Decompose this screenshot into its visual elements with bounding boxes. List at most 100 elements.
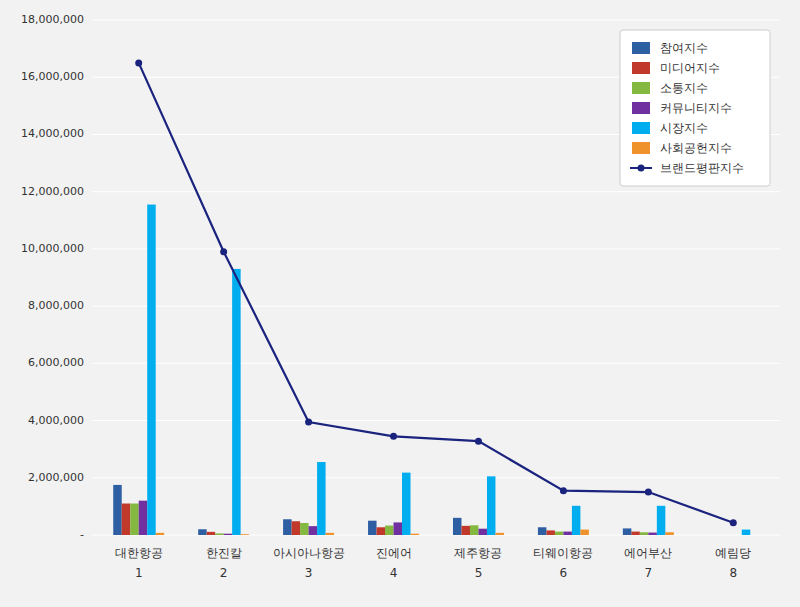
x-tick-label: 제주항공: [454, 546, 502, 560]
grid-line: [92, 363, 780, 364]
annotation: 8: [729, 566, 737, 580]
grid-line: [92, 248, 780, 249]
line-point: [220, 248, 227, 255]
bar: [538, 527, 546, 535]
x-axis: 대한항공한진칼아시아나항공진에어제주항공티웨이항공에어부산예림당12345678: [115, 546, 752, 580]
legend-swatch: [632, 122, 650, 134]
bar: [657, 506, 665, 535]
annotation: 3: [305, 566, 313, 580]
annotation: 1: [135, 566, 143, 580]
bar: [665, 532, 673, 535]
line-point: [730, 519, 737, 526]
grid-line: [92, 477, 780, 478]
x-tick-label: 진에어: [376, 546, 412, 560]
legend-label: 참여지수: [660, 41, 708, 55]
annotation: 4: [390, 566, 398, 580]
bar: [563, 532, 571, 535]
bar: [317, 462, 325, 535]
bar-series: [130, 504, 648, 535]
grid-line: [92, 306, 780, 307]
bar: [224, 534, 232, 535]
legend-swatch: [632, 62, 650, 74]
bar: [411, 534, 419, 535]
legend-label: 소통지수: [660, 81, 708, 95]
line-point: [305, 418, 312, 425]
line-point: [475, 438, 482, 445]
grid-line: [92, 535, 780, 536]
bar-series: [122, 504, 640, 535]
annotation: 6: [560, 566, 568, 580]
bar: [623, 528, 631, 535]
bar: [495, 533, 503, 535]
legend-label: 브랜드평판지수: [660, 161, 744, 175]
y-tick-label: 10,000,000: [21, 242, 84, 255]
legend-swatch: [632, 82, 650, 94]
legend-swatch: [632, 142, 650, 154]
bar-series: [147, 205, 750, 535]
y-tick-label: 12,000,000: [21, 185, 84, 198]
bar: [461, 526, 469, 535]
y-tick-label: 18,000,000: [21, 13, 84, 26]
x-tick-label: 아시아나항공: [273, 546, 345, 560]
bar: [326, 533, 334, 535]
annotation: 2: [220, 566, 228, 580]
bar: [385, 526, 393, 535]
bar: [147, 205, 155, 535]
bar: [283, 519, 291, 535]
grid-line: [92, 20, 780, 21]
annotation: 5: [475, 566, 483, 580]
bar-series: [139, 501, 657, 535]
bar: [487, 476, 495, 535]
bar-series: [156, 530, 674, 535]
bar: [232, 269, 240, 535]
bar: [640, 532, 648, 535]
y-tick-label: 14,000,000: [21, 127, 84, 140]
bar: [113, 485, 121, 535]
y-tick-label: -: [80, 528, 84, 541]
x-tick-label: 예림당: [715, 546, 751, 560]
bar-series: [113, 485, 631, 535]
legend-swatch: [632, 102, 650, 114]
x-tick-label: 한진칼: [206, 546, 242, 560]
line-point: [135, 59, 142, 66]
x-tick-label: 티웨이항공: [533, 546, 593, 560]
bar: [546, 530, 554, 535]
bar: [631, 532, 639, 535]
bar: [292, 521, 300, 535]
bar: [198, 529, 206, 535]
bar: [750, 535, 758, 536]
bar: [130, 504, 138, 535]
legend-label: 사회공헌지수: [660, 141, 732, 155]
bar: [648, 533, 656, 535]
x-tick-label: 에어부산: [624, 546, 672, 560]
y-tick-label: 8,000,000: [28, 299, 84, 312]
bar: [309, 526, 317, 535]
bar: [394, 522, 402, 535]
chart: -2,000,0004,000,0006,000,0008,000,00010,…: [0, 0, 800, 607]
bar: [725, 535, 733, 536]
bar: [156, 533, 164, 535]
bar: [241, 534, 249, 535]
line: [139, 63, 734, 523]
bar: [207, 532, 215, 535]
legend: 참여지수미디어지수소통지수커뮤니티지수시장지수사회공헌지수브랜드평판지수: [620, 30, 770, 186]
legend-swatch: [638, 165, 645, 172]
bar: [377, 527, 385, 535]
bar: [478, 529, 486, 535]
bar: [716, 535, 724, 536]
bar: [122, 504, 130, 535]
bar: [300, 523, 308, 535]
y-tick-label: 4,000,000: [28, 414, 84, 427]
bar: [402, 473, 410, 535]
bar: [453, 518, 461, 535]
bar: [139, 501, 147, 535]
legend-box: [620, 30, 770, 186]
line-point: [560, 487, 567, 494]
line-point: [645, 489, 652, 496]
y-tick-label: 6,000,000: [28, 356, 84, 369]
grid-line: [92, 420, 780, 421]
bar: [572, 506, 580, 535]
bar: [580, 530, 588, 535]
annotation: 7: [645, 566, 653, 580]
y-tick-label: 16,000,000: [21, 70, 84, 83]
